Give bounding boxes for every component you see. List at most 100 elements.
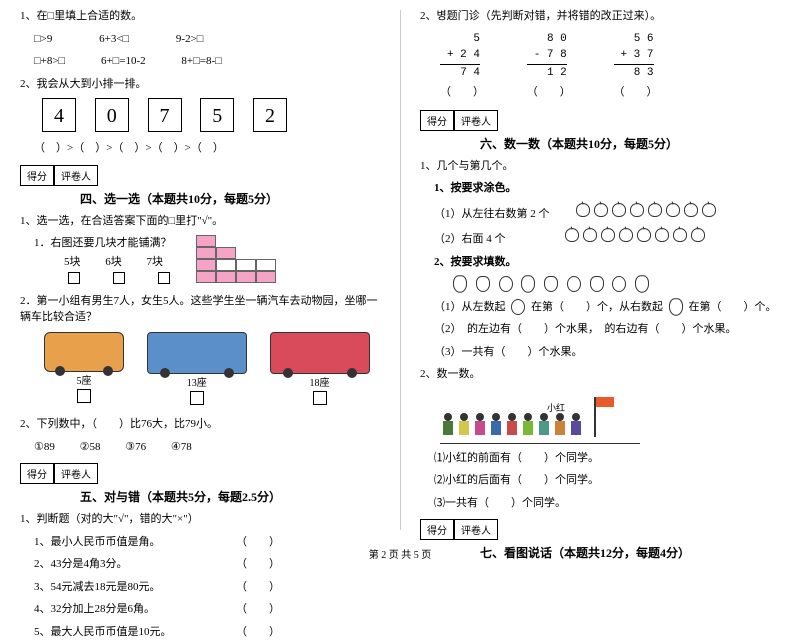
apple-row-1 xyxy=(574,208,718,220)
q1-row2: □+8>□ 6+□=10-2 8+□=8-□ xyxy=(34,53,380,70)
opt-76: ③76 xyxy=(125,441,146,453)
kid-7 xyxy=(537,413,551,437)
kid-9 xyxy=(569,413,583,437)
sec6-title: 六、数一数（本题共10分，每题5分） xyxy=(480,135,780,152)
peach-icon xyxy=(544,276,558,292)
kq-2: ⑵小红的后面有（ ）个同学。 xyxy=(434,472,780,489)
ground-line xyxy=(440,443,640,444)
apple-rows: （1）从左往右数第 2 个 （2）右面 4 个 xyxy=(434,203,780,248)
sec4-q3-prompt: 2、下列数中，（ ）比76大，比79小。 xyxy=(20,416,380,433)
apple-icon xyxy=(567,276,581,292)
p3-r: 8 3 xyxy=(614,65,658,82)
arith-row: 5 + 2 4 7 4 （ ） 8 0 - 7 8 1 2 （ ） 5 6 + … xyxy=(420,31,780,102)
column-divider xyxy=(400,10,401,530)
kid-6 xyxy=(521,413,535,437)
opt-7: 7块 xyxy=(147,256,164,268)
prob-1: 5 + 2 4 7 4 （ ） xyxy=(440,31,484,102)
car-icon xyxy=(44,332,124,372)
checkbox-1[interactable] xyxy=(68,272,80,284)
tf-b4: （ ） xyxy=(236,601,280,618)
opt-89: ①89 xyxy=(34,441,55,453)
compare-blanks: （ ）>（ ）>（ ）>（ ）>（ ） xyxy=(34,140,380,157)
page-footer: 第 2 页 共 5 页 xyxy=(0,546,800,561)
kid-1 xyxy=(441,413,455,437)
sec5-title: 五、对与错（本题共5分，每题2.5分） xyxy=(80,488,380,505)
sec4-q1-ask: 1．右图还要几块才能铺满？ xyxy=(34,235,174,252)
opt-6: 6块 xyxy=(105,256,122,268)
q1-i4: 6+□=10-2 xyxy=(101,55,146,67)
right-column: 2、병题门诊（先判断对错，并将错的改正过来）。 5 + 2 4 7 4 （ ） … xyxy=(400,0,800,540)
persimmon-icon xyxy=(612,276,626,292)
vbox-2[interactable] xyxy=(190,391,204,405)
f2-line: （2） 的左边有（ ）个水果， 的右边有（ ）个水果。 xyxy=(434,321,780,338)
minibus-icon xyxy=(147,332,247,374)
f1-c: 在第（ ）个。 xyxy=(686,301,777,313)
score-label3: 得分 xyxy=(420,110,454,131)
tf-4: 4、32分加上28分是6角。 xyxy=(34,603,155,615)
opt-58: ②58 xyxy=(80,441,101,453)
sec4-q3-opts: ①89 ②58 ③76 ④78 xyxy=(34,439,380,456)
seat-18: 18座 xyxy=(310,378,330,389)
xh-label: 小红 xyxy=(547,401,565,414)
p2-blank: （ ） xyxy=(527,85,571,102)
r-q2-title: 2、병题门诊（先判断对错，并将错的改正过来）。 xyxy=(420,8,780,25)
block-grid xyxy=(196,235,276,283)
tf-b3: （ ） xyxy=(236,579,280,596)
p3-a: 5 6 xyxy=(614,31,658,48)
scorebox-4: 得分 评卷人 xyxy=(20,165,380,186)
kid-xh: 小红 xyxy=(553,413,567,437)
p3-b: + 3 7 xyxy=(614,47,658,64)
vbox-3[interactable] xyxy=(313,391,327,405)
q1-i1: 6+3<□ xyxy=(99,33,129,45)
fruit-row xyxy=(450,276,780,293)
f3-line: （3）一共有（ ）个水果。 xyxy=(434,344,780,361)
i2-text: （2）右面 4 个 xyxy=(434,233,506,245)
sec6-sub1: 1、按要求涂色。 xyxy=(434,180,780,197)
numbox-1: 0 xyxy=(95,98,129,132)
p2-r: 1 2 xyxy=(527,65,571,82)
tf-5: 5、最大人民币币值是10元。 xyxy=(34,626,172,638)
f1-b: 在第（ ）个，从右数起 xyxy=(528,301,666,313)
sec6-q2-title: 2、数一数。 xyxy=(420,366,780,383)
kid-4 xyxy=(489,413,503,437)
p3-blank: （ ） xyxy=(614,85,658,102)
sec6-q1-title: 1、几个与第几个。 xyxy=(420,158,780,175)
q1-title: 1、在□里填上合适的数。 xyxy=(20,8,380,25)
grape-inline-icon xyxy=(511,299,525,315)
numbox-0: 4 xyxy=(42,98,76,132)
scorebox-6: 得分 评卷人 xyxy=(420,110,780,131)
vbox-1[interactable] xyxy=(77,389,91,403)
q1-i5: 8+□=8-□ xyxy=(181,55,221,67)
sec4-q1-row: 1．右图还要几块才能铺满？ 5块 6块 7块 xyxy=(34,235,380,287)
kid-5 xyxy=(505,413,519,437)
score-label4: 得分 xyxy=(420,519,454,540)
grader-label4: 评卷人 xyxy=(454,519,498,540)
kq-1: ⑴小红的前面有（ ）个同学。 xyxy=(434,450,780,467)
numboxes: 4 0 7 5 2 xyxy=(34,98,380,132)
sec4-q2-prompt: 2．第一小组有男生7人，女生5人。这些学生坐一辆汽车去动物园，坐哪一辆车比较合适… xyxy=(20,293,380,326)
apple-row-2 xyxy=(563,233,707,245)
sec4-q1-prompt: 1、选一选，在合适答案下面的□里打"√"。 xyxy=(20,213,380,230)
p1-b: + 2 4 xyxy=(440,47,484,64)
strawberry-icon xyxy=(453,276,467,294)
f1-a: （1）从左数起 xyxy=(434,301,508,313)
seat-5: 5座 xyxy=(77,376,92,387)
bus-icon xyxy=(270,332,370,374)
pear-icon xyxy=(590,276,604,292)
p2-b: - 7 8 xyxy=(527,47,571,64)
flag-icon xyxy=(594,397,596,437)
checkbox-2[interactable] xyxy=(113,272,125,284)
sec4-title: 四、选一选（本题共10分，每题5分） xyxy=(80,190,380,207)
p2-a: 8 0 xyxy=(527,31,571,48)
left-column: 1、在□里填上合适的数。 □>9 6+3<□ 9-2>□ □+8>□ 6+□=1… xyxy=(0,0,400,540)
tf-3: 3、54元减去18元是80元。 xyxy=(34,581,161,593)
p1-r: 7 4 xyxy=(440,65,484,82)
prob-3: 5 6 + 3 7 8 3 （ ） xyxy=(614,31,658,102)
checkbox-3[interactable] xyxy=(158,272,170,284)
kid-2 xyxy=(457,413,471,437)
opt-78: ④78 xyxy=(171,441,192,453)
q1-row1: □>9 6+3<□ 9-2>□ xyxy=(34,31,380,48)
numbox-3: 5 xyxy=(200,98,234,132)
strawberry-icon3 xyxy=(635,276,649,294)
seat-13: 13座 xyxy=(187,378,207,389)
